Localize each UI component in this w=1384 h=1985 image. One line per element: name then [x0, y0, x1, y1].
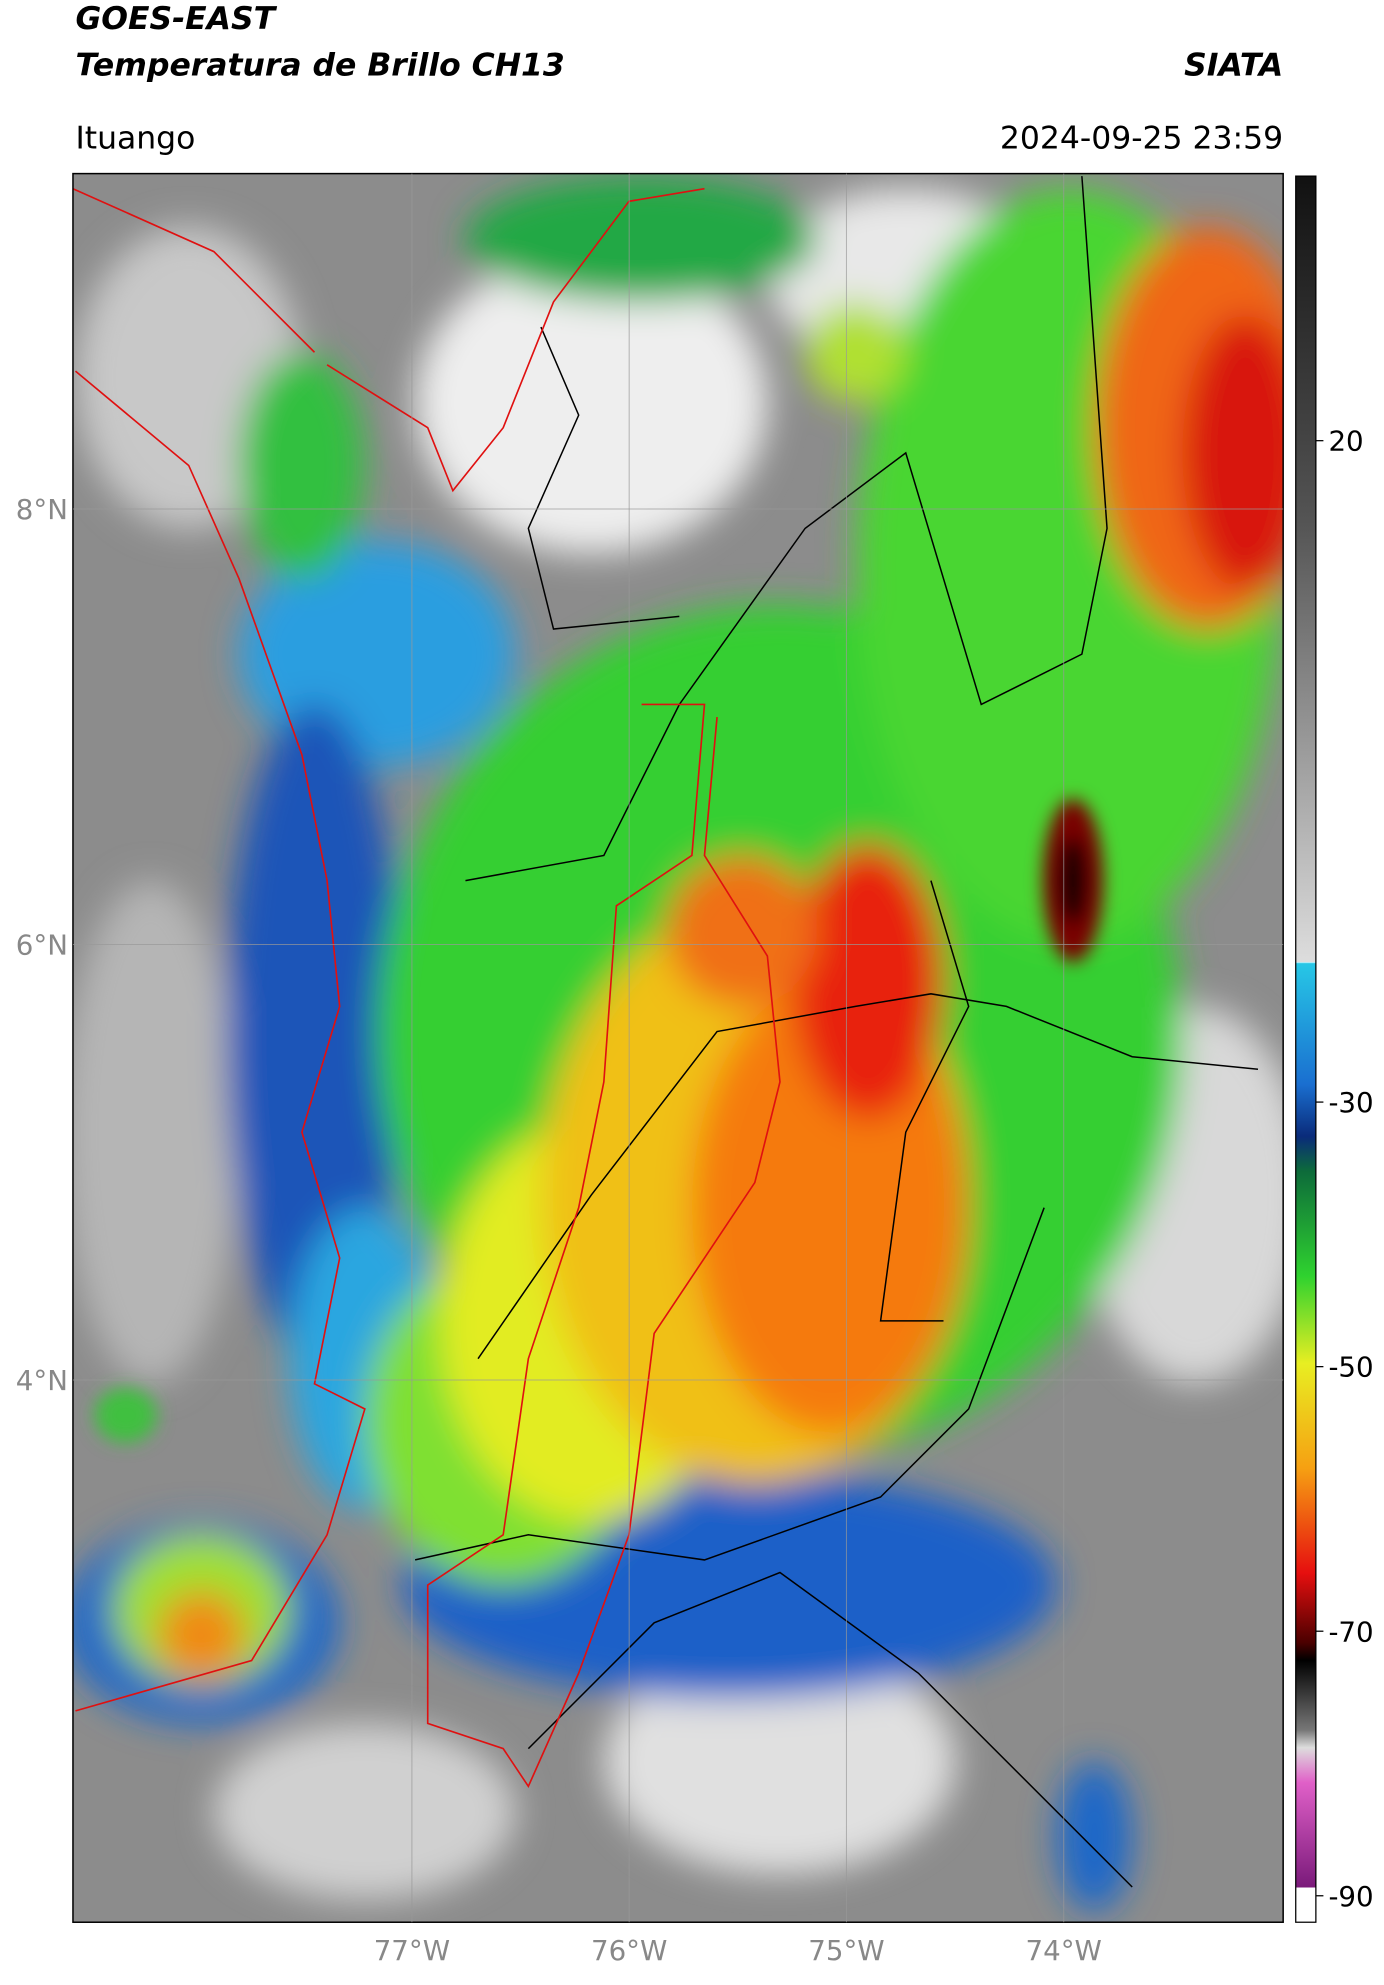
lat-tick-label: 6°N [16, 929, 68, 962]
datetime: 2024-09-25 23:59 [1000, 120, 1283, 156]
title: GOES-EAST [75, 1, 277, 37]
colorbar-tick-label: -90 [1328, 1880, 1373, 1913]
satellite-image [72, 173, 1284, 1923]
colorbar [1295, 175, 1317, 1923]
graticule: 8°N 6°N 4°N 77°W 76°W 75°W 74°W [16, 173, 1284, 1967]
lat-tick-label: 4°N [16, 1364, 68, 1397]
lon-tick-label: 76°W [591, 1934, 667, 1967]
map-frame [72, 172, 1284, 1923]
colorbar-tick-label: -30 [1328, 1086, 1373, 1119]
location: Ituango [75, 120, 195, 156]
colorbar-tick-label: -50 [1328, 1351, 1373, 1384]
colorbar-tick-label: -70 [1328, 1615, 1373, 1648]
figure-content: GOES-EAST Temperatura de Brillo CH13 SIA… [16, 1, 1374, 1967]
lon-tick-label: 74°W [1026, 1934, 1102, 1967]
colorbar-tick-label: 20 [1328, 425, 1363, 458]
subtitle: Temperatura de Brillo CH13 [75, 47, 564, 83]
lon-tick-label: 77°W [374, 1934, 450, 1967]
organization: SIATA [1184, 47, 1283, 83]
lat-tick-label: 8°N [16, 493, 68, 526]
lon-tick-label: 75°W [808, 1934, 884, 1967]
colorbar-ticks: 20 -30 -50 -70 -90 [1315, 425, 1374, 1913]
